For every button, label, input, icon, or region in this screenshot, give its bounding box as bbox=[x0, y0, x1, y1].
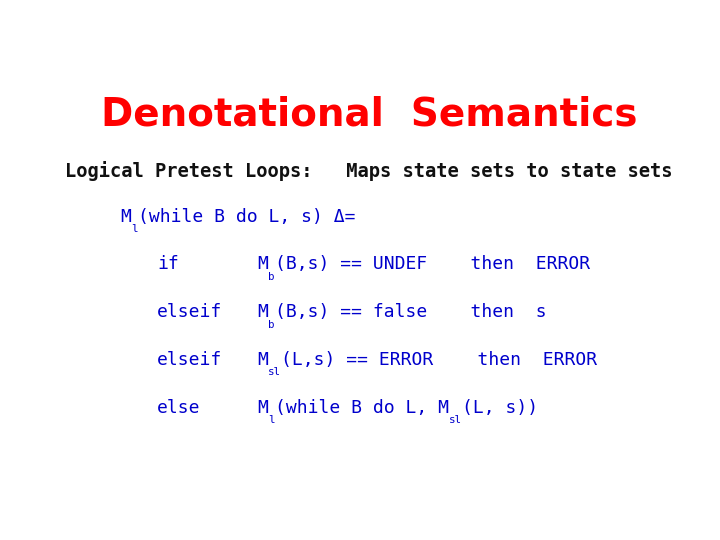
Text: sl: sl bbox=[449, 415, 462, 426]
Text: then  ERROR: then ERROR bbox=[433, 351, 597, 369]
Text: (L,s) == ERROR: (L,s) == ERROR bbox=[282, 351, 433, 369]
Text: M: M bbox=[258, 255, 269, 273]
Text: elseif: elseif bbox=[157, 303, 222, 321]
Text: Logical Pretest Loops:   Maps state sets to state sets: Logical Pretest Loops: Maps state sets t… bbox=[66, 161, 672, 181]
Text: M: M bbox=[258, 303, 269, 321]
Text: sl: sl bbox=[269, 368, 282, 377]
Text: b: b bbox=[269, 320, 275, 330]
Text: (while B do L, s) Δ=: (while B do L, s) Δ= bbox=[138, 207, 356, 226]
Text: (while B do L, M: (while B do L, M bbox=[275, 399, 449, 417]
Text: b: b bbox=[269, 272, 275, 282]
Text: else: else bbox=[157, 399, 200, 417]
Text: M: M bbox=[258, 399, 269, 417]
Text: l: l bbox=[132, 224, 138, 234]
Text: then  ERROR: then ERROR bbox=[427, 255, 590, 273]
Text: M: M bbox=[121, 207, 132, 226]
Text: elseif: elseif bbox=[157, 351, 222, 369]
Text: (B,s) == false: (B,s) == false bbox=[275, 303, 427, 321]
Text: if: if bbox=[157, 255, 179, 273]
Text: M: M bbox=[258, 351, 269, 369]
Text: then  s: then s bbox=[427, 303, 546, 321]
Text: (L, s)): (L, s)) bbox=[462, 399, 538, 417]
Text: l: l bbox=[269, 415, 275, 426]
Text: Denotational  Semantics: Denotational Semantics bbox=[101, 96, 637, 134]
Text: (B,s) == UNDEF: (B,s) == UNDEF bbox=[275, 255, 427, 273]
